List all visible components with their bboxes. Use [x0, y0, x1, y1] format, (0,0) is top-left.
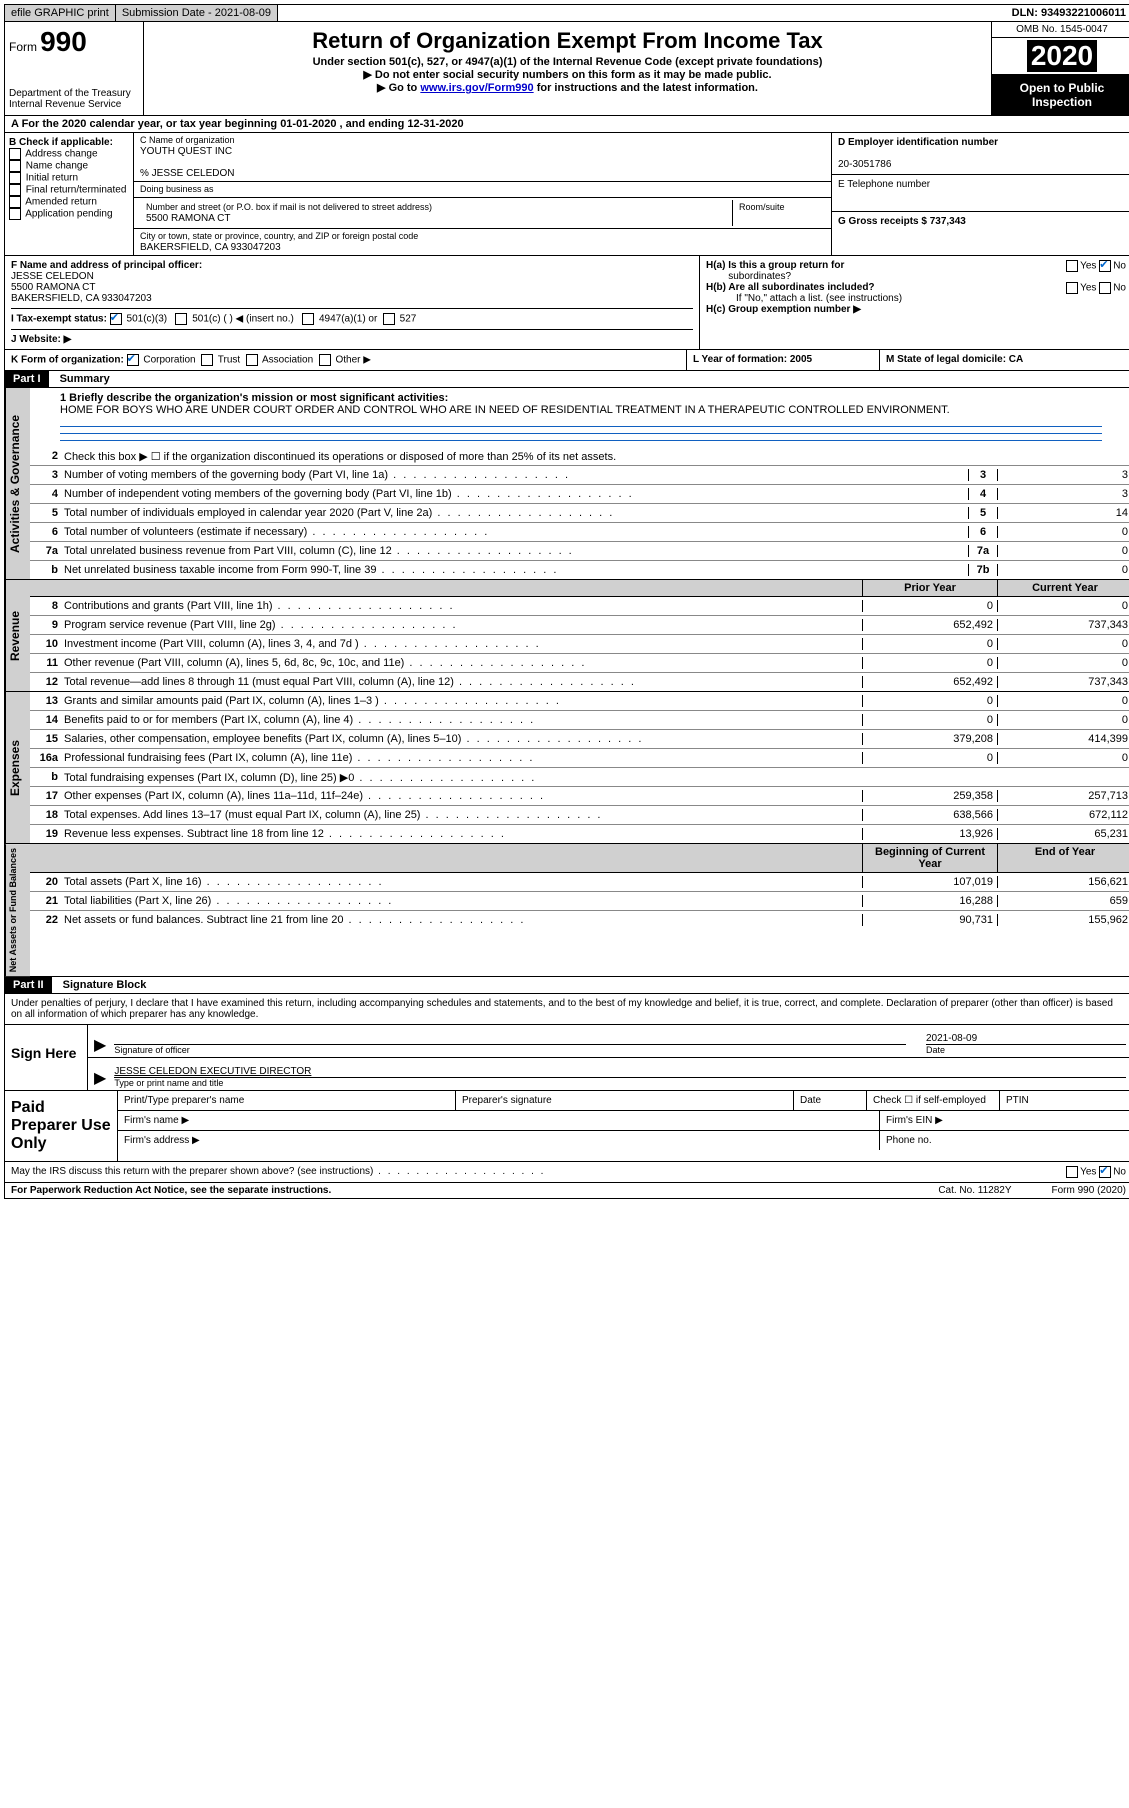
sig-arrow-icon: ▶: [94, 1035, 106, 1055]
tax-year: 2020: [1027, 40, 1097, 72]
efile-top-bar: efile GRAPHIC print Submission Date - 20…: [4, 4, 1129, 22]
page-footer: For Paperwork Reduction Act Notice, see …: [4, 1183, 1129, 1199]
cb-ha-no[interactable]: [1099, 260, 1111, 272]
summary-line: 18Total expenses. Add lines 13–17 (must …: [30, 806, 1129, 825]
cb-amended[interactable]: [9, 196, 21, 208]
cb-name-change[interactable]: [9, 160, 21, 172]
summary-line: 12Total revenue—add lines 8 through 11 (…: [30, 673, 1129, 691]
paid-preparer-block: Paid Preparer Use Only Print/Type prepar…: [4, 1091, 1129, 1162]
mission-text: HOME FOR BOYS WHO ARE UNDER COURT ORDER …: [60, 404, 950, 416]
submission-date-label: Submission Date - 2021-08-09: [116, 5, 278, 21]
form-subtitle: Under section 501(c), 527, or 4947(a)(1)…: [148, 56, 987, 68]
governance-block: Activities & Governance 1 Briefly descri…: [4, 388, 1129, 580]
note2-post: for instructions and the latest informat…: [537, 82, 758, 94]
col-de: D Employer identification number 20-3051…: [831, 133, 1129, 255]
part2-header: Part II Signature Block: [4, 977, 1129, 994]
tab-expenses: Expenses: [5, 692, 30, 843]
tab-governance: Activities & Governance: [5, 388, 30, 579]
summary-line: 14Benefits paid to or for members (Part …: [30, 711, 1129, 730]
inspect-line2: Inspection: [994, 95, 1129, 109]
expenses-block: Expenses 13Grants and similar amounts pa…: [4, 692, 1129, 844]
org-name: YOUTH QUEST INC: [140, 146, 232, 157]
summary-line: 4Number of independent voting members of…: [30, 485, 1129, 504]
col-b-checkboxes: B Check if applicable: Address change Na…: [5, 133, 134, 255]
summary-line: 16aProfessional fundraising fees (Part I…: [30, 749, 1129, 768]
street-address: 5500 RAMONA CT: [146, 213, 230, 224]
cb-other[interactable]: [319, 354, 331, 366]
officer-name-title: JESSE CELEDON EXECUTIVE DIRECTOR: [114, 1066, 1126, 1077]
summary-line: 3Number of voting members of the governi…: [30, 466, 1129, 485]
city-state-zip: BAKERSFIELD, CA 933047203: [140, 242, 281, 253]
state-domicile: M State of legal domicile: CA: [886, 354, 1023, 365]
summary-line: 17Other expenses (Part IX, column (A), l…: [30, 787, 1129, 806]
summary-line: 11Other revenue (Part VIII, column (A), …: [30, 654, 1129, 673]
summary-line: 15Salaries, other compensation, employee…: [30, 730, 1129, 749]
website-row: J Website: ▶: [11, 334, 71, 345]
summary-line: 6Total number of volunteers (estimate if…: [30, 523, 1129, 542]
cb-discuss-no[interactable]: [1099, 1166, 1111, 1178]
row-a-tax-year: A For the 2020 calendar year, or tax yea…: [4, 116, 1129, 133]
summary-line: 5Total number of individuals employed in…: [30, 504, 1129, 523]
sign-here-block: Sign Here ▶ Signature of officer 2021-08…: [4, 1025, 1129, 1091]
cb-501c[interactable]: [175, 313, 187, 325]
cb-ha-yes[interactable]: [1066, 260, 1078, 272]
irs-label: Internal Revenue Service: [9, 99, 139, 110]
cb-initial-return[interactable]: [9, 172, 21, 184]
cb-assoc[interactable]: [246, 354, 258, 366]
cb-corp[interactable]: [127, 354, 139, 366]
discuss-row: May the IRS discuss this return with the…: [4, 1162, 1129, 1183]
cb-501c3[interactable]: [110, 313, 122, 325]
omb-number: OMB No. 1545-0047: [992, 22, 1129, 38]
tab-netassets: Net Assets or Fund Balances: [5, 844, 30, 976]
revenue-block: Revenue Prior Year Current Year 8Contrib…: [4, 580, 1129, 692]
summary-line: 21Total liabilities (Part X, line 26)16,…: [30, 892, 1129, 911]
sig-arrow-icon-2: ▶: [94, 1068, 106, 1088]
summary-line: 13Grants and similar amounts paid (Part …: [30, 692, 1129, 711]
year-formation: L Year of formation: 2005: [693, 354, 812, 365]
gross-receipts: G Gross receipts $ 737,343: [838, 216, 966, 227]
summary-line: 22Net assets or fund balances. Subtract …: [30, 911, 1129, 929]
efile-graphic-label[interactable]: efile GRAPHIC print: [5, 5, 116, 21]
cb-hb-no[interactable]: [1099, 282, 1111, 294]
part1-header: Part I Summary: [4, 371, 1129, 388]
cb-trust[interactable]: [201, 354, 213, 366]
cb-final-return[interactable]: [9, 184, 21, 196]
note2-pre: ▶ Go to: [377, 82, 420, 94]
form-label: Form: [9, 40, 37, 54]
section-fh: F Name and address of principal officer:…: [4, 256, 1129, 350]
form-number: 990: [40, 26, 87, 57]
form990-link[interactable]: www.irs.gov/Form990: [420, 82, 533, 94]
cb-address-change[interactable]: [9, 148, 21, 160]
cb-app-pending[interactable]: [9, 208, 21, 220]
col-c-org-info: C Name of organization YOUTH QUEST INC %…: [134, 133, 831, 255]
dept-label: Department of the Treasury: [9, 88, 139, 99]
summary-line: bNet unrelated business taxable income f…: [30, 561, 1129, 579]
summary-line: bTotal fundraising expenses (Part IX, co…: [30, 768, 1129, 787]
summary-line: 8Contributions and grants (Part VIII, li…: [30, 597, 1129, 616]
summary-line: 19Revenue less expenses. Subtract line 1…: [30, 825, 1129, 843]
cb-hb-yes[interactable]: [1066, 282, 1078, 294]
cb-discuss-yes[interactable]: [1066, 1166, 1078, 1178]
dln-label: DLN: 93493221006011: [1006, 5, 1129, 21]
summary-line: 10Investment income (Part VIII, column (…: [30, 635, 1129, 654]
officer-name: JESSE CELEDON: [11, 271, 94, 282]
netassets-block: Net Assets or Fund Balances Beginning of…: [4, 844, 1129, 977]
cb-527[interactable]: [383, 313, 395, 325]
summary-line: 20Total assets (Part X, line 16)107,0191…: [30, 873, 1129, 892]
sig-date: 2021-08-09: [926, 1033, 1126, 1044]
form-note1: ▶ Do not enter social security numbers o…: [148, 68, 987, 81]
summary-line: 9Program service revenue (Part VIII, lin…: [30, 616, 1129, 635]
section-bcde: B Check if applicable: Address change Na…: [4, 133, 1129, 256]
row-klm: K Form of organization: Corporation Trus…: [4, 350, 1129, 371]
ein: 20-3051786: [838, 159, 891, 170]
form-header: Form 990 Department of the Treasury Inte…: [4, 22, 1129, 116]
perjury-declaration: Under penalties of perjury, I declare th…: [4, 994, 1129, 1025]
form-title: Return of Organization Exempt From Incom…: [148, 28, 987, 54]
summary-line: 7aTotal unrelated business revenue from …: [30, 542, 1129, 561]
cb-4947[interactable]: [302, 313, 314, 325]
inspect-line1: Open to Public: [994, 81, 1129, 95]
tab-revenue: Revenue: [5, 580, 30, 691]
care-of: % JESSE CELEDON: [140, 168, 234, 179]
